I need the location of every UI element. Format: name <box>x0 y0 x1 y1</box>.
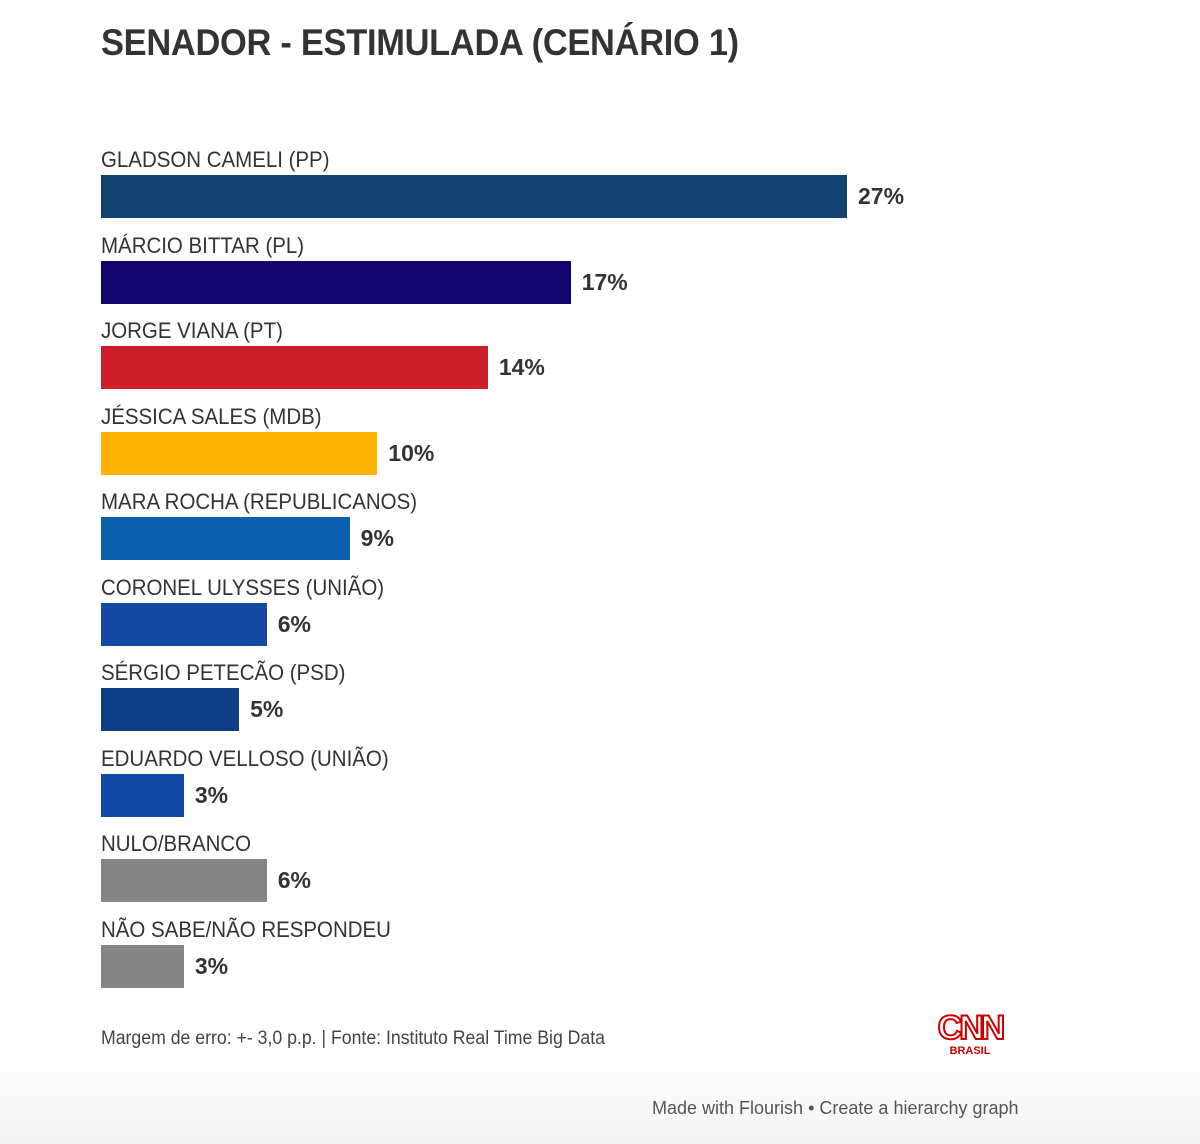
category-label: SÉRGIO PETECÃO (PSD) <box>101 660 346 685</box>
category-label: CORONEL ULYSSES (UNIÃO) <box>101 574 385 600</box>
category-label: MÁRCIO BITTAR (PL) <box>101 232 305 258</box>
cnn-brasil-logo: CNN BRASIL <box>936 1009 1007 1058</box>
bar <box>101 346 488 389</box>
category-label: MARA ROCHA (REPUBLICANOS) <box>101 489 418 514</box>
bar <box>101 517 350 560</box>
credit-separator: • <box>808 1098 815 1118</box>
bar <box>101 602 267 646</box>
bar <box>101 431 378 475</box>
bar <box>101 773 184 817</box>
value-label: 6% <box>277 610 312 637</box>
flourish-credit: Made with Flourish • Create a hierarchy … <box>652 1098 1019 1119</box>
chart-title: SENADOR - ESTIMULADA (CENÁRIO 1) <box>101 22 739 63</box>
bar <box>101 688 240 731</box>
bar <box>101 260 571 304</box>
value-label: 14% <box>498 354 545 380</box>
value-label: 5% <box>250 696 284 722</box>
bar <box>101 944 184 988</box>
cnn-logo-text: CNN <box>937 1009 1007 1047</box>
value-label: 27% <box>858 183 905 209</box>
category-label: JÉSSICA SALES (MDB) <box>101 403 322 429</box>
source-note: Margem de erro: +- 3,0 p.p. | Fonte: Ins… <box>101 1028 606 1049</box>
bar <box>101 175 847 218</box>
category-label: NULO/BRANCO <box>101 831 252 856</box>
bar <box>101 859 267 902</box>
made-with-flourish-link[interactable]: Made with Flourish <box>652 1098 804 1118</box>
value-label: 3% <box>194 781 229 808</box>
category-label: NÃO SABE/NÃO RESPONDEU <box>101 916 391 942</box>
category-label: JORGE VIANA (PT) <box>101 318 283 343</box>
value-label: 9% <box>360 525 394 551</box>
value-label: 6% <box>277 867 312 893</box>
category-label: EDUARDO VELLOSO (UNIÃO) <box>101 745 389 771</box>
cnn-logo-subtitle: BRASIL <box>949 1045 991 1057</box>
create-graph-link[interactable]: Create a hierarchy graph <box>819 1098 1019 1118</box>
value-label: 3% <box>194 952 229 979</box>
value-label: 10% <box>388 439 435 466</box>
category-label: GLADSON CAMELI (PP) <box>101 147 330 172</box>
value-label: 17% <box>581 268 628 295</box>
